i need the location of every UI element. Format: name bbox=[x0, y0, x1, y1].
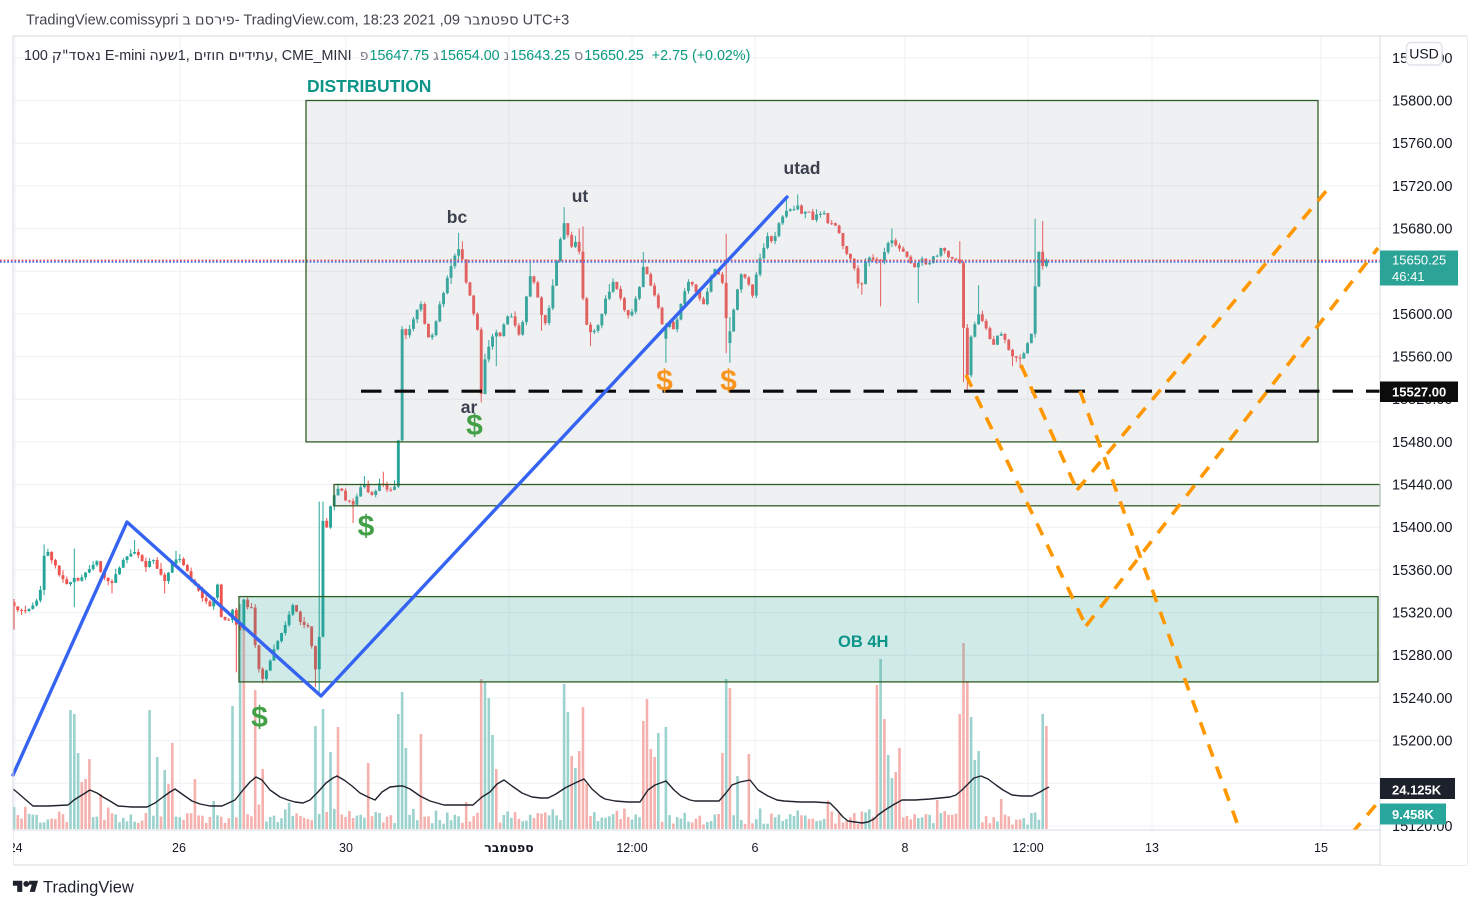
svg-text:15527.00: 15527.00 bbox=[1392, 385, 1446, 400]
svg-text:9.458K: 9.458K bbox=[1392, 807, 1435, 822]
svg-text:15200.00: 15200.00 bbox=[1392, 734, 1452, 750]
svg-text:UTC+3: UTC+3 bbox=[523, 13, 570, 29]
svg-text:15480.00: 15480.00 bbox=[1392, 435, 1452, 451]
svg-text:15720.00: 15720.00 bbox=[1392, 179, 1452, 195]
svg-text:15320.00: 15320.00 bbox=[1392, 606, 1452, 622]
svg-text:13: 13 bbox=[1145, 841, 1159, 855]
svg-text:30: 30 bbox=[339, 841, 353, 855]
svg-text:OB 4H: OB 4H bbox=[838, 633, 888, 651]
svg-text:15440.00: 15440.00 bbox=[1392, 478, 1452, 494]
svg-text:100: 100 bbox=[24, 48, 48, 64]
svg-text:, CME_MINI: , CME_MINI bbox=[274, 48, 352, 64]
svg-text:DISTRIBUTION: DISTRIBUTION bbox=[307, 76, 431, 96]
svg-text:26: 26 bbox=[172, 841, 186, 855]
svg-text:utad: utad bbox=[784, 158, 821, 178]
svg-text:15280.00: 15280.00 bbox=[1392, 648, 1452, 664]
svg-text:46:41: 46:41 bbox=[1392, 269, 1425, 284]
svg-text:12:00: 12:00 bbox=[616, 841, 647, 855]
svg-text:TradingView: TradingView bbox=[43, 879, 134, 897]
svg-text:15760.00: 15760.00 bbox=[1392, 136, 1452, 152]
svg-text:15800.00: 15800.00 bbox=[1392, 94, 1452, 110]
svg-text:+2.75 (+0.02%): +2.75 (+0.02%) bbox=[652, 48, 751, 64]
svg-text:$: $ bbox=[466, 409, 483, 442]
svg-text:USD: USD bbox=[1409, 46, 1439, 62]
svg-text:15240.00: 15240.00 bbox=[1392, 691, 1452, 707]
svg-text:- TradingView.com, 18:23 2021: - TradingView.com, 18:23 2021 ,09 bbox=[235, 13, 460, 29]
svg-text:15560.00: 15560.00 bbox=[1392, 350, 1452, 366]
svg-text:15: 15 bbox=[1314, 841, 1328, 855]
svg-text:$: $ bbox=[358, 510, 375, 543]
svg-text:15680.00: 15680.00 bbox=[1392, 222, 1452, 238]
svg-text:$: $ bbox=[251, 701, 268, 734]
svg-text:15654.00: 15654.00 bbox=[440, 48, 500, 64]
svg-text:15650.25: 15650.25 bbox=[1392, 253, 1446, 268]
svg-text:bc: bc bbox=[447, 207, 468, 227]
svg-text:15647.75: 15647.75 bbox=[370, 48, 430, 64]
svg-text:TradingView.comissypri: TradingView.comissypri bbox=[26, 13, 178, 29]
svg-text:8: 8 bbox=[902, 841, 909, 855]
svg-text:15650.25: 15650.25 bbox=[584, 48, 644, 64]
svg-text:1,: 1, bbox=[178, 48, 190, 64]
svg-text:15600.00: 15600.00 bbox=[1392, 307, 1452, 323]
svg-text:ut: ut bbox=[572, 186, 589, 206]
svg-text:6: 6 bbox=[752, 841, 759, 855]
svg-text:15360.00: 15360.00 bbox=[1392, 563, 1452, 579]
svg-text:E-mini: E-mini bbox=[105, 48, 146, 64]
svg-text:12:00: 12:00 bbox=[1012, 841, 1043, 855]
svg-text:15643.25: 15643.25 bbox=[510, 48, 570, 64]
svg-text:$: $ bbox=[656, 365, 673, 398]
svg-text:15400.00: 15400.00 bbox=[1392, 520, 1452, 536]
svg-text:ar: ar bbox=[461, 397, 478, 417]
svg-text:$: $ bbox=[720, 365, 737, 398]
svg-text:24.125K: 24.125K bbox=[1392, 783, 1442, 798]
